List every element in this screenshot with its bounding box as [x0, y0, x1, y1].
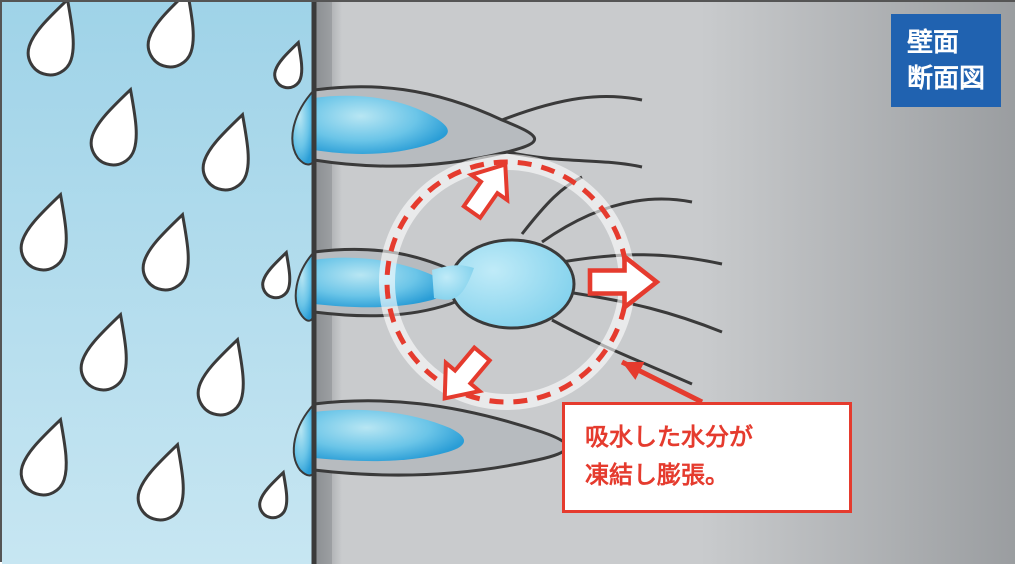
callout-box: 吸水した水分が 凍結し膨張。: [562, 402, 852, 513]
title-line1: 壁面: [907, 24, 985, 60]
callout-line2: 凍結し膨張。: [585, 457, 829, 495]
title-badge: 壁面 断面図: [891, 14, 1001, 107]
diagram-svg: [2, 2, 1015, 564]
title-line2: 断面図: [907, 60, 985, 96]
ice-bulb: [450, 240, 574, 328]
diagram-canvas: 壁面 断面図 吸水した水分が 凍結し膨張。: [0, 0, 1015, 562]
callout-line1: 吸水した水分が: [585, 419, 829, 457]
